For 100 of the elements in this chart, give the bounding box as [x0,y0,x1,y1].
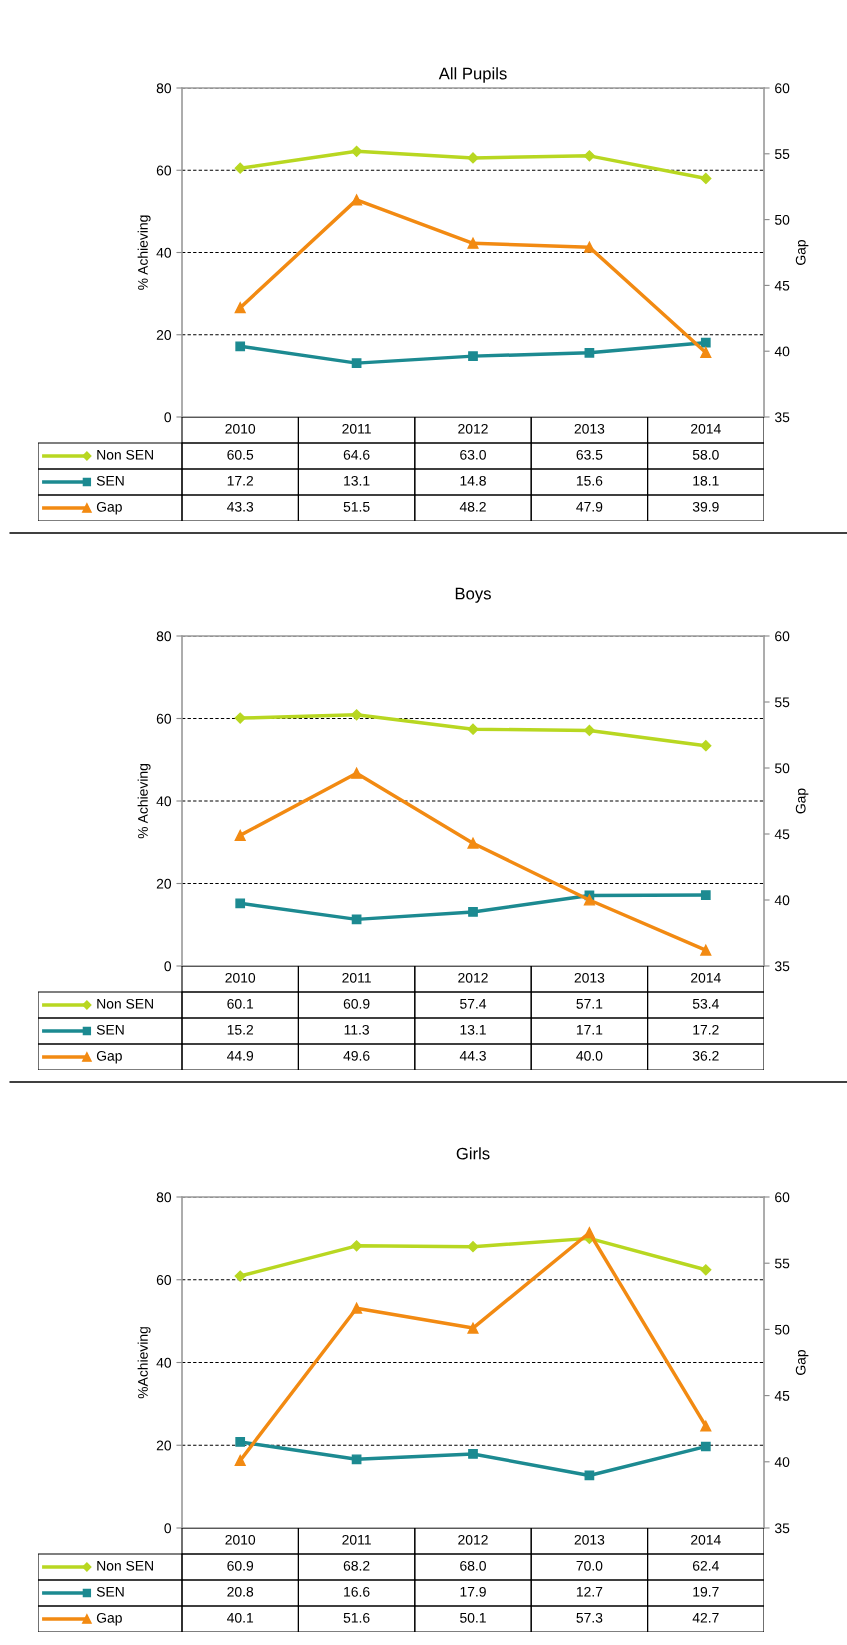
x-tick-label: 2010 [225,972,256,983]
y2-tick-label: 45 [774,280,790,291]
y-axis-title: %Achieving [137,1327,151,1399]
legend-label: Gap [96,1050,122,1064]
chart-title: Boys [455,587,491,603]
y-tick-label: 20 [156,1440,172,1451]
data-label: 13.1 [460,1024,486,1035]
data-label: 14.8 [460,475,486,486]
x-tick-label: 2014 [691,972,721,983]
data-label: 47.9 [576,501,603,512]
y-tick-label: 60 [156,713,172,724]
data-label: 17.9 [460,1586,486,1597]
y2-tick-label: 50 [774,214,790,225]
x-tick-label: 2011 [342,1534,371,1545]
data-label: 57.4 [460,999,487,1009]
point [700,172,712,185]
y2-tick-label: 45 [774,829,790,840]
data-label: 19.7 [693,1586,719,1597]
point [700,337,711,348]
data-label: 60.5 [227,449,254,460]
point [234,1270,246,1282]
y2-axis-title: Gap [795,788,809,814]
data-label: 42.7 [692,1612,719,1623]
data-label: 63.5 [576,449,603,460]
x-tick-label: 2014 [691,1534,721,1545]
point [700,740,712,752]
y-tick-label: 0 [164,961,172,972]
point [468,351,478,361]
legend-label: Non SEN [97,998,153,1009]
point [234,302,246,314]
data-label: 40.0 [576,1050,603,1061]
point [234,1454,246,1467]
point [468,907,478,917]
y2-tick-label: 35 [774,1523,790,1534]
y-tick-label: 20 [156,878,172,889]
y2-tick-label: 60 [775,83,790,94]
y2-tick-label: 35 [774,412,790,423]
data-label: 51.6 [343,1612,370,1623]
data-label: 57.3 [576,1612,603,1623]
y2-tick-label: 40 [774,1457,790,1467]
point [235,341,246,352]
legend-label: Non SEN [97,449,153,460]
data-label: 68.0 [460,1560,486,1571]
data-label: 60.1 [227,998,254,1009]
y-tick-label: 0 [164,412,172,423]
x-tick-label: 2012 [458,423,488,434]
y2-tick-label: 45 [774,1391,790,1401]
legend-label: Gap [96,1612,122,1626]
legend-label: Gap [96,501,122,515]
data-label: 15.6 [576,475,603,486]
point [351,767,363,779]
point [234,162,246,174]
y2-tick-label: 55 [774,149,790,159]
data-label: 17.1 [576,1025,603,1035]
point [467,237,479,249]
x-tick-label: 2012 [458,1534,488,1545]
data-label: 39.9 [692,501,719,512]
point [351,194,363,206]
point [234,712,246,724]
x-tick-label: 2010 [225,1534,256,1545]
data-label: 62.4 [692,1560,719,1571]
y-tick-label: 40 [156,796,172,807]
data-label: 63.0 [460,449,486,460]
data-label: 44.9 [227,1050,254,1061]
x-tick-label: 2014 [691,423,721,434]
point [700,1264,712,1276]
legend-label: Non SEN [97,1560,153,1571]
data-label: 11.3 [344,1024,369,1035]
x-tick-label: 2011 [342,972,371,983]
point [234,829,246,841]
point [468,1449,478,1459]
point [700,346,712,359]
point [584,347,595,358]
point [351,358,362,368]
data-label: 68.2 [343,1560,370,1571]
y-tick-label: 60 [156,165,172,176]
data-label: 17.2 [227,475,254,486]
y-axis-title: % Achieving [137,764,151,839]
legend-label: SEN [96,1586,124,1597]
y-tick-label: 80 [156,1192,172,1203]
legend-label: SEN [96,475,124,486]
y2-tick-label: 55 [774,697,790,708]
data-label: 40.1 [227,1612,254,1623]
y-tick-label: 20 [156,330,172,340]
point [467,723,479,735]
data-label: 50.1 [460,1612,486,1623]
y2-tick-label: 50 [774,1324,790,1335]
point [700,1441,711,1452]
point [700,890,711,900]
data-label: 48.2 [459,501,486,512]
data-label: 70.0 [576,1560,603,1571]
data-label: 17.2 [693,1024,719,1035]
data-label: 12.7 [576,1586,603,1597]
data-label: 64.6 [343,449,370,460]
data-label: 44.3 [459,1050,486,1061]
point [351,1454,362,1465]
y2-tick-label: 50 [774,763,790,774]
x-tick-label: 2012 [458,972,488,983]
data-label: 36.2 [692,1050,719,1061]
point [700,944,712,956]
